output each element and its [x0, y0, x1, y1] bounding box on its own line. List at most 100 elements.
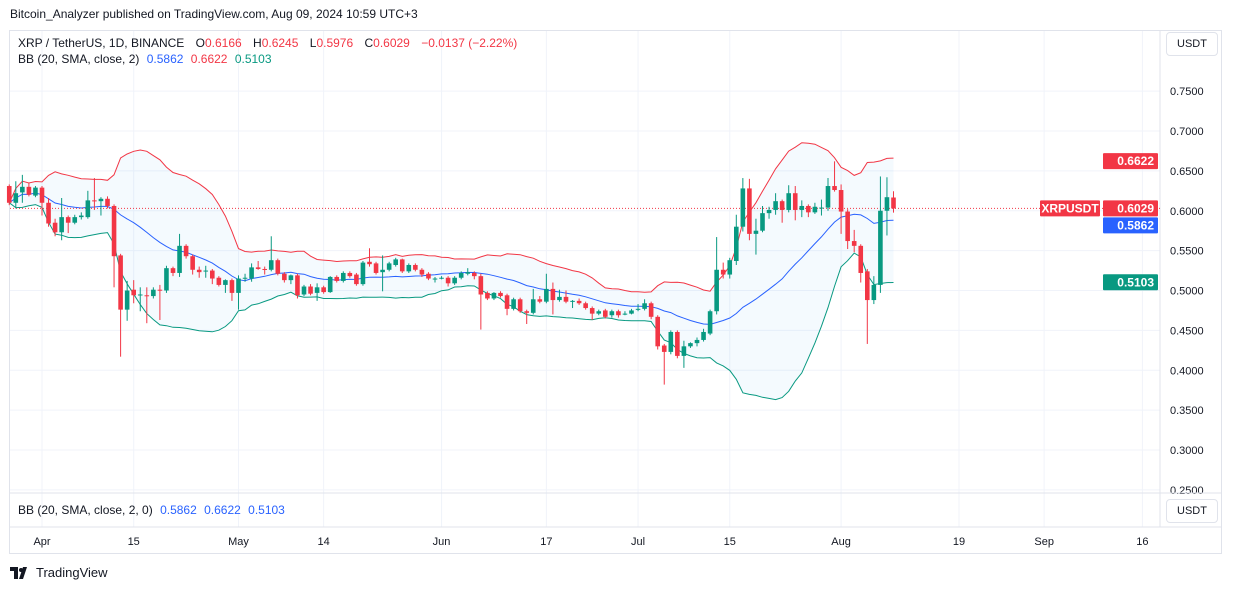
candle-down	[170, 268, 176, 273]
price-tick-label: 0.7500	[1170, 86, 1204, 98]
price-tick-label: 0.5500	[1170, 246, 1204, 258]
candle-up	[819, 207, 824, 209]
candle-down	[39, 187, 45, 203]
high-value: 0.6245	[261, 36, 299, 50]
candle-down	[131, 289, 136, 296]
candle-down	[747, 188, 752, 234]
close-label: C	[364, 36, 374, 50]
bb-upper-line	[8, 142, 894, 293]
price-tick-label: 0.6500	[1170, 166, 1204, 178]
lower-band-price-tag: 0.5103	[1117, 275, 1154, 289]
time-tick-label: 15	[724, 536, 736, 548]
bb-basis-line	[9, 192, 894, 325]
candle-up	[452, 277, 457, 284]
candle-down	[550, 288, 556, 301]
price-tick-label: 0.6000	[1170, 206, 1204, 218]
candle-up	[314, 287, 320, 293]
price-tick-label: 0.7000	[1170, 126, 1204, 138]
candle-up	[740, 188, 746, 227]
candle-up	[301, 286, 307, 295]
candle-down	[845, 211, 850, 242]
lower-bb-lower: 0.5103	[248, 503, 285, 517]
tradingview-logo[interactable]: TradingView	[10, 565, 108, 580]
candle-up	[59, 217, 64, 233]
candle-up	[393, 259, 398, 265]
candle-down	[216, 277, 222, 285]
candle-down	[373, 263, 379, 273]
candle-down	[183, 245, 189, 257]
time-tick-label: 14	[318, 536, 330, 548]
candle-up	[688, 343, 693, 347]
candle-down	[399, 259, 405, 272]
candle-up	[406, 264, 412, 272]
candle-up	[884, 197, 890, 211]
candle-down	[648, 303, 654, 317]
upper-band-price-tag: 0.6622	[1117, 154, 1154, 168]
candle-down	[498, 292, 503, 297]
candle-up	[432, 278, 438, 280]
tradingview-logo-icon	[10, 566, 27, 579]
candle-down	[583, 303, 588, 309]
basis-price-tag-bg	[1103, 217, 1158, 234]
candle-up	[327, 276, 333, 293]
candle-up	[85, 200, 91, 218]
price-tick-label: 0.3000	[1170, 445, 1204, 457]
candle-up	[341, 272, 346, 281]
candle-up	[760, 213, 765, 231]
candle-down	[26, 186, 32, 195]
candle-down	[806, 205, 811, 213]
candle-up	[812, 206, 818, 213]
candle-up	[203, 270, 209, 272]
time-tick-label: May	[228, 536, 249, 548]
candle-up	[681, 346, 687, 356]
time-tick-label: Sep	[1034, 536, 1054, 548]
candle-down	[858, 245, 864, 273]
time-tick-label: Apr	[33, 536, 50, 548]
high-label: H	[253, 36, 262, 50]
candle-up	[635, 308, 641, 310]
candle-up	[72, 217, 78, 223]
change-value: −0.0137 (−2.22%)	[421, 36, 518, 50]
candle-down	[255, 267, 261, 269]
lower-bb-label: BB (20, SMA, close, 2, 0)	[18, 503, 153, 517]
candle-down	[275, 260, 281, 274]
candle-down	[308, 286, 313, 294]
candle-down	[282, 273, 287, 281]
candle-up	[878, 210, 883, 285]
candle-up	[137, 294, 143, 296]
candle-down	[603, 310, 608, 317]
candle-down	[563, 296, 569, 302]
time-tick-label: Jul	[631, 536, 645, 548]
lower-bb-upper: 0.6622	[204, 503, 241, 517]
lower-currency-button[interactable]: USDT	[1166, 499, 1218, 523]
candle-up	[360, 262, 366, 285]
candle-up	[596, 311, 602, 314]
candle-up	[544, 288, 549, 302]
candle-down	[196, 269, 202, 273]
time-tick-label: 16	[1136, 536, 1148, 548]
symbol-title: XRP / TetherUS, 1D, BINANCE	[18, 36, 185, 50]
candle-up	[773, 201, 778, 210]
currency-button[interactable]: USDT	[1166, 32, 1218, 56]
candle-up	[629, 310, 634, 314]
price-tick-label: 0.3500	[1170, 405, 1204, 417]
candle-down	[720, 269, 726, 275]
candle-down	[891, 197, 896, 209]
bb-upper-value: 0.6622	[190, 52, 228, 66]
candle-down	[838, 190, 844, 212]
candle-down	[92, 200, 97, 202]
candle-down	[295, 275, 300, 296]
publisher-line: Bitcoin_Analyzer published on TradingVie…	[10, 7, 418, 21]
candle-down	[65, 217, 71, 223]
price-tick-label: 0.4000	[1170, 365, 1204, 377]
candle-up	[236, 278, 241, 293]
candle-up	[458, 272, 464, 278]
price-tick-label: 0.5000	[1170, 286, 1204, 298]
candle-up	[714, 269, 719, 312]
bb-basis-value: 0.5862	[146, 52, 184, 66]
price-tick-label: 0.2500	[1170, 485, 1204, 497]
candle-up	[727, 260, 733, 275]
candle-down	[229, 280, 235, 293]
low-label: L	[309, 36, 317, 50]
